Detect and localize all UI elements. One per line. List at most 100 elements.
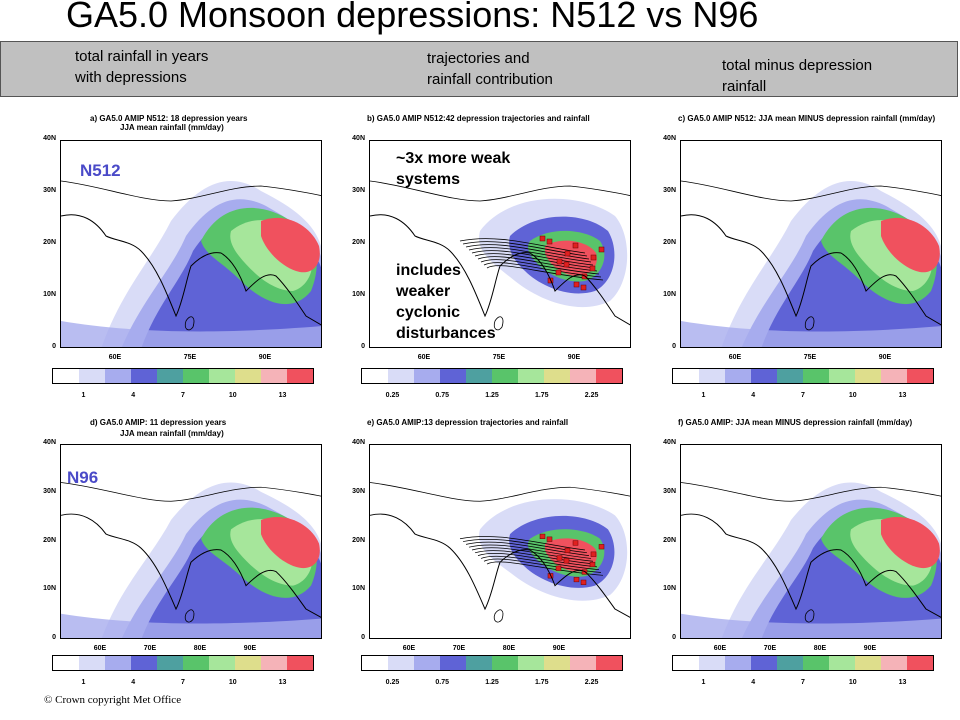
colorbar-swatch [881, 656, 907, 670]
colorbar-label: 13 [898, 679, 907, 686]
colorbar-label: 10 [848, 392, 857, 399]
colorbar-label: 1.25 [485, 679, 499, 686]
caption-total-minus: total minus depression rainfall [722, 57, 873, 95]
colorbar-swatch [183, 369, 209, 383]
y-tick-label: 10N [663, 585, 676, 593]
colorbar-label: 10 [228, 679, 237, 686]
colorbar-swatch [673, 369, 699, 383]
colorbar-swatch [881, 369, 907, 383]
y-tick-label: 0 [361, 343, 365, 350]
colorbar-swatch [79, 369, 105, 383]
colorbar-swatch [466, 656, 492, 670]
y-tick-label: 30N [43, 187, 56, 194]
colorbar-swatch [570, 656, 596, 670]
colorbar-swatch [53, 656, 79, 670]
panel-subtitle: JJA mean rainfall (mm/day) [120, 429, 224, 438]
colorbar-label: 1.75 [534, 679, 549, 686]
colorbar-swatch [79, 656, 105, 670]
colorbar-swatch [699, 656, 725, 670]
note-weak-systems: ~3x more weak systems [396, 150, 511, 188]
colorbar-label: 7 [801, 679, 805, 686]
colorbar-swatch [235, 656, 261, 670]
colorbar [672, 368, 934, 384]
colorbar-swatch [414, 656, 440, 670]
panel-title: c) GA5.0 AMIP N512: JJA mean MINUS depre… [678, 114, 936, 123]
colorbar-label: 1.75 [534, 392, 549, 399]
y-tick-label: 40N [43, 135, 56, 142]
panel-title: b) GA5.0 AMIP N512:42 depression traject… [367, 114, 590, 123]
colorbar-label: 0.25 [385, 392, 400, 399]
colorbar-swatch [440, 369, 466, 383]
colorbar-swatch [235, 369, 261, 383]
colorbar-swatch [596, 369, 622, 383]
colorbar-label: 0.75 [435, 392, 450, 399]
colorbar-swatch [544, 369, 570, 383]
rainfall-map [60, 444, 322, 639]
colorbar-label: 13 [278, 392, 287, 399]
column-header-banner: total rainfall in years with depressions … [0, 41, 958, 97]
y-tick-label: 0 [52, 634, 56, 641]
colorbar-swatch [751, 656, 777, 670]
y-tick-label: 40N [352, 439, 365, 446]
y-tick-label: 20N [43, 239, 56, 246]
colorbar-swatch [131, 369, 157, 383]
colorbar-swatch [907, 656, 933, 670]
colorbar-swatch [518, 369, 544, 383]
x-tick-label: 70E [143, 645, 157, 652]
colorbar-label: 4 [751, 679, 756, 686]
x-tick-label: 60E [728, 354, 742, 361]
panel-title: e) GA5.0 AMIP:13 depression trajectories… [367, 418, 569, 427]
slide-title: GA5.0 Monsoon depressions: N512 vs N96 [66, 0, 759, 35]
x-tick-label: 90E [878, 354, 892, 361]
x-tick-label: 60E [93, 645, 107, 652]
x-tick-label: 60E [108, 354, 122, 361]
x-tick-label: 70E [763, 645, 777, 652]
colorbar-label: 1 [81, 679, 86, 686]
colorbar-label: 4 [751, 392, 756, 399]
colorbar-swatch [388, 656, 414, 670]
rainfall-map [369, 140, 631, 348]
colorbar [52, 368, 314, 384]
colorbar-swatch [492, 656, 518, 670]
x-tick-label: 75E [803, 354, 817, 361]
x-tick-label: 70E [452, 645, 466, 652]
colorbar-swatch [725, 656, 751, 670]
rainfall-map [680, 140, 942, 348]
colorbar-label: 0.75 [435, 679, 450, 686]
colorbar-swatch [131, 656, 157, 670]
colorbar-swatch [261, 369, 287, 383]
colorbar-label: 10 [848, 679, 857, 686]
y-tick-label: 20N [663, 239, 676, 246]
colorbar-swatch [829, 656, 855, 670]
colorbar-label: 4 [131, 392, 136, 399]
colorbar [361, 655, 623, 671]
y-tick-label: 40N [43, 439, 56, 446]
colorbar-label: 0.25 [385, 679, 400, 686]
colorbar-swatch [183, 656, 209, 670]
x-tick-label: 90E [863, 645, 877, 652]
y-tick-label: 20N [663, 536, 676, 544]
x-tick-label: 60E [713, 645, 727, 652]
colorbar-swatch [105, 369, 131, 383]
y-tick-label: 10N [352, 291, 365, 298]
y-tick-label: 10N [352, 585, 365, 593]
y-tick-label: 0 [672, 634, 676, 641]
colorbar-swatch [105, 656, 131, 670]
x-tick-label: 75E [183, 354, 197, 361]
x-tick-label: 90E [567, 354, 581, 361]
y-tick-label: 0 [52, 343, 56, 350]
colorbar-label: 13 [278, 679, 287, 686]
panel-title: f) GA5.0 AMIP: JJA mean MINUS depression… [678, 418, 913, 427]
panel-title: d) GA5.0 AMIP: 11 depression years [90, 418, 227, 427]
y-tick-label: 10N [43, 291, 56, 298]
colorbar-swatch [157, 656, 183, 670]
colorbar-swatch [673, 656, 699, 670]
y-tick-label: 40N [352, 135, 365, 142]
colorbar-swatch [829, 369, 855, 383]
panel-subtitle: JJA mean rainfall (mm/day) [120, 123, 224, 132]
y-tick-label: 30N [352, 187, 365, 194]
colorbar-swatch [53, 369, 79, 383]
y-tick-label: 30N [43, 487, 56, 495]
colorbar-label: 1 [701, 679, 706, 686]
rainfall-map [680, 444, 942, 639]
